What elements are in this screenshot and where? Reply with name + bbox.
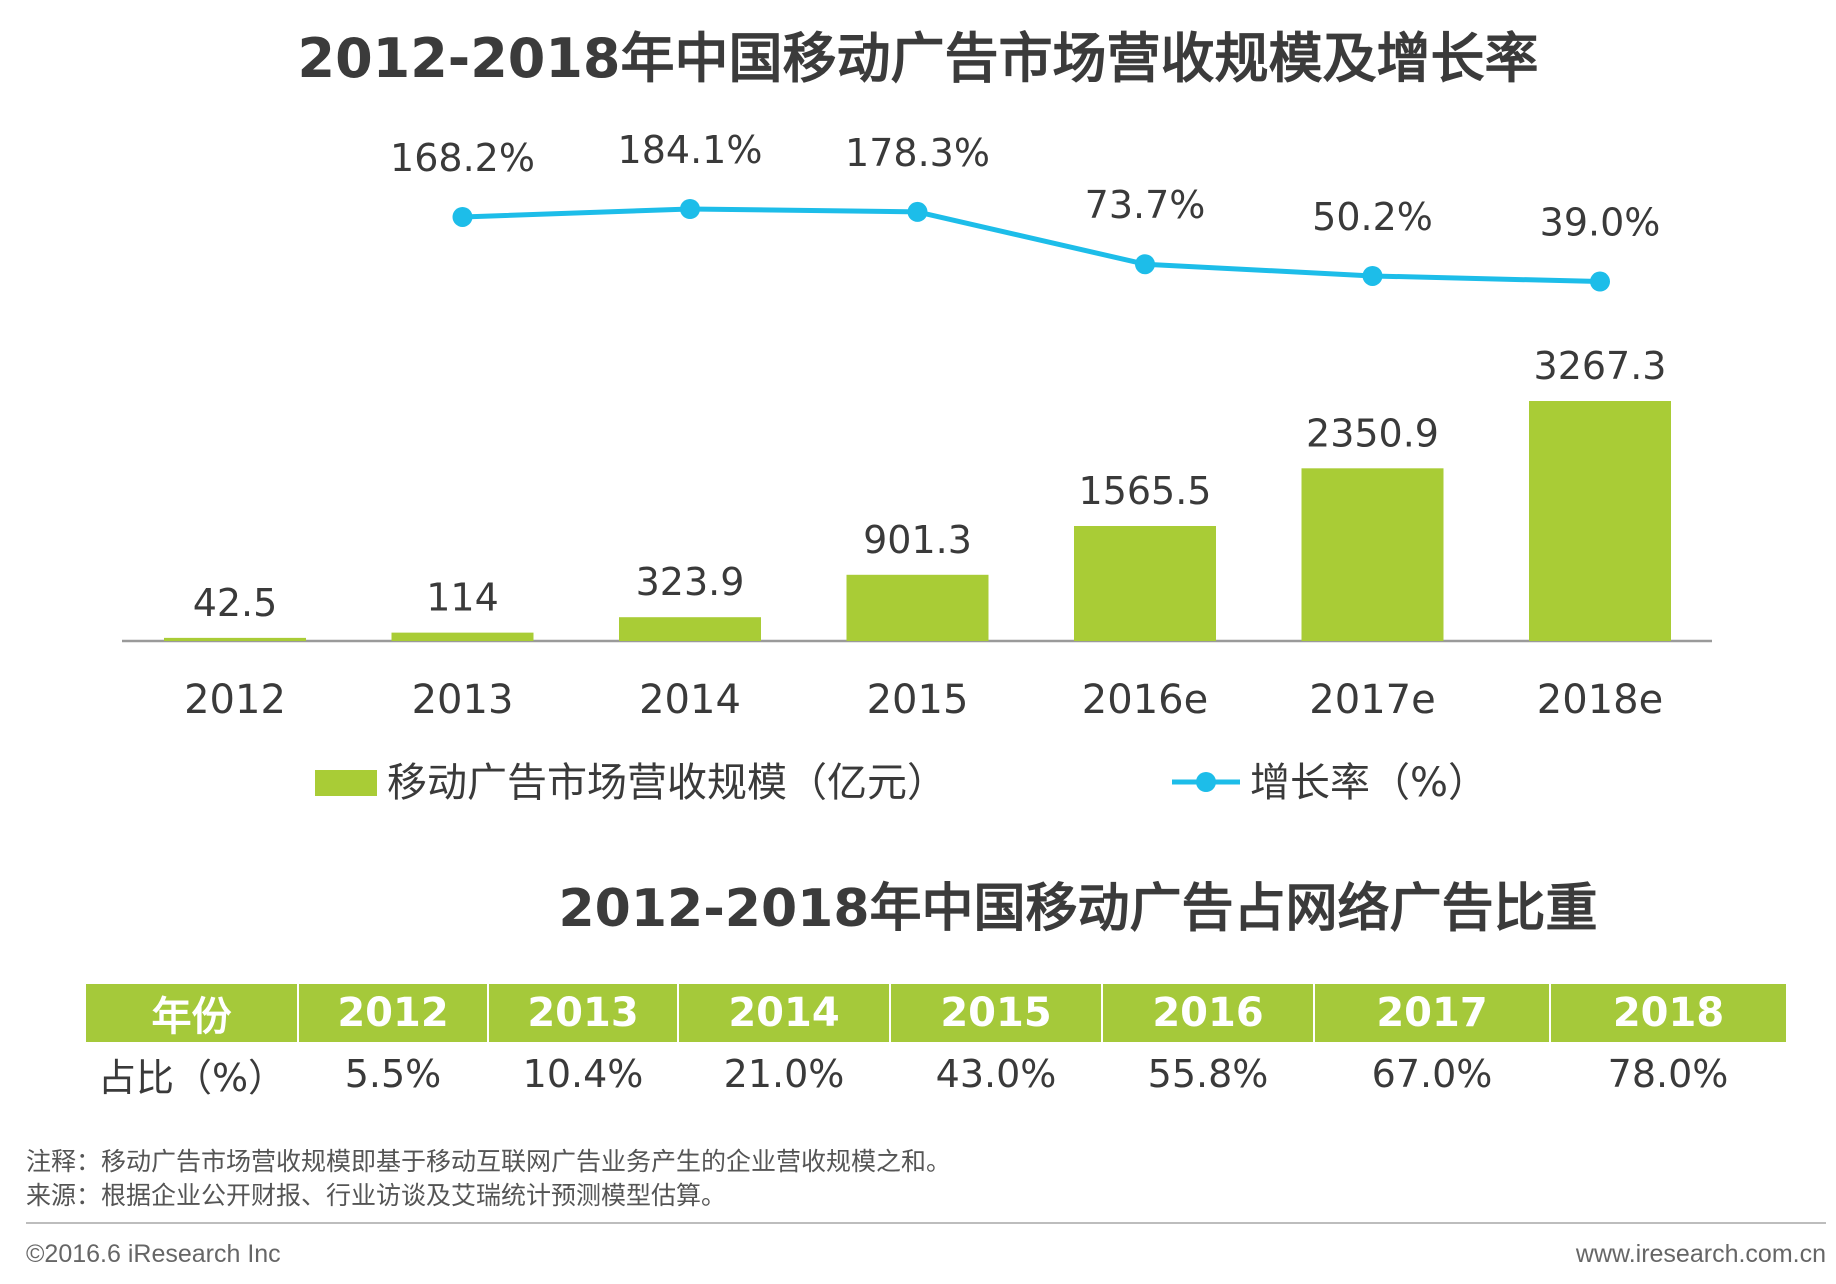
table-share-cell: 43.0% (935, 1052, 1057, 1096)
growth-value-label: 73.7% (1085, 183, 1206, 227)
growth-value-label: 184.1% (618, 128, 763, 172)
growth-point (452, 206, 473, 227)
table-header-row: 年份 2012 2013 2014 2015 2016 2017 2018 (86, 984, 1786, 1042)
legend-bar-label: 移动广告市场营收规模（亿元） (387, 760, 947, 806)
table-year-cell: 2013 (487, 984, 678, 1042)
growth-point (680, 199, 700, 219)
x-tick-label: 2015 (867, 677, 969, 723)
table-year-cell: 2017 (1313, 984, 1550, 1042)
table-share-cell: 10.4% (522, 1052, 644, 1096)
growth-value-label: 39.0% (1540, 201, 1661, 245)
growth-value-label: 168.2% (390, 136, 535, 180)
note-text: 注释：移动广告市场营收规模即基于移动互联网广告业务产生的企业营收规模之和。 (26, 1147, 952, 1176)
table-year-cell: 2012 (297, 984, 488, 1042)
chart-title: 2012-2018年中国移动广告市场营收规模及增长率 (297, 27, 1539, 90)
legend-bar-swatch (315, 770, 377, 796)
table-share-cell: 55.8% (1147, 1052, 1269, 1096)
footer-divider (26, 1222, 1826, 1224)
table-year-cell: 2018 (1549, 984, 1786, 1042)
growth-value-label: 178.3% (845, 131, 990, 175)
table-share-cell: 21.0% (723, 1052, 845, 1096)
growth-point (1362, 265, 1383, 286)
x-tick-label: 2016e (1082, 677, 1208, 723)
bar (619, 617, 761, 641)
table-year-cell: 2015 (889, 984, 1102, 1042)
source-text: 来源：根据企业公开财报、行业访谈及艾瑞统计预测模型估算。 (26, 1181, 727, 1210)
x-tick-label: 2018e (1537, 677, 1663, 723)
table-share-cell: 78.0% (1607, 1052, 1729, 1096)
legend-line-marker (1196, 772, 1216, 792)
table-header-label: 年份 (86, 984, 298, 1042)
table-share-cell: 5.5% (344, 1052, 442, 1096)
bar (1074, 526, 1216, 641)
growth-line (462, 206, 1601, 285)
table-row-label: 占比（%） (97, 1055, 287, 1100)
copyright-text: ©2016.6 iResearch Inc (26, 1240, 281, 1268)
bar (846, 574, 989, 641)
growth-point (1135, 254, 1155, 275)
x-tick-label: 2013 (412, 677, 514, 723)
bar (1529, 401, 1671, 641)
table-title: 2012-2018年中国移动广告占网络广告比重 (558, 879, 1598, 939)
bar-value-label: 3267.3 (1534, 344, 1667, 388)
growth-point (907, 201, 928, 222)
bar-value-label: 901.3 (863, 518, 972, 562)
bar-value-label: 323.9 (636, 560, 745, 604)
growth-point (1590, 271, 1610, 292)
table-data-row: 占比（%） 5.5% 10.4% 21.0% 43.0% 55.8% 67.0%… (86, 1042, 1786, 1106)
bar (164, 637, 306, 641)
website-text: www.iresearch.com.cn (1575, 1240, 1826, 1268)
table-year-cell: 2016 (1101, 984, 1314, 1042)
x-tick-label: 2017e (1309, 677, 1435, 723)
bar-value-label: 2350.9 (1306, 411, 1439, 455)
table-share-cell: 67.0% (1371, 1052, 1493, 1096)
growth-value-label: 50.2% (1312, 195, 1433, 239)
x-tick-label: 2012 (184, 677, 286, 723)
chart-canvas: 42.5 114 323.9 901.3 1565.5 2350.9 3267.3 2012 2… (122, 128, 1712, 806)
bar (391, 632, 534, 641)
table-year-cell: 2014 (677, 984, 890, 1042)
bar-value-label: 42.5 (193, 581, 278, 625)
bar (1301, 468, 1444, 641)
bar-value-label: 114 (426, 576, 499, 620)
x-tick-label: 2014 (639, 677, 741, 723)
share-table: 年份 2012 2013 2014 2015 2016 2017 2018 占比… (86, 984, 1786, 1106)
legend-line-label: 增长率（%） (1250, 760, 1488, 806)
bar-value-label: 1565.5 (1079, 469, 1212, 513)
